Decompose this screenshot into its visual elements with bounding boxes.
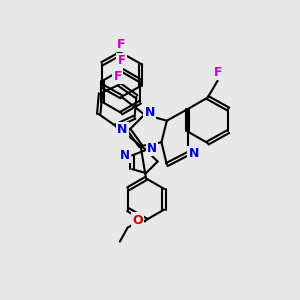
Text: O: O (132, 214, 143, 226)
Text: F: F (114, 70, 122, 83)
Text: F: F (117, 54, 125, 67)
Text: N: N (147, 142, 157, 155)
Text: N: N (145, 106, 155, 119)
Text: F: F (214, 66, 223, 79)
Text: N: N (189, 147, 199, 160)
Text: N: N (119, 149, 130, 162)
Text: N: N (117, 123, 128, 136)
Text: F: F (117, 38, 126, 51)
